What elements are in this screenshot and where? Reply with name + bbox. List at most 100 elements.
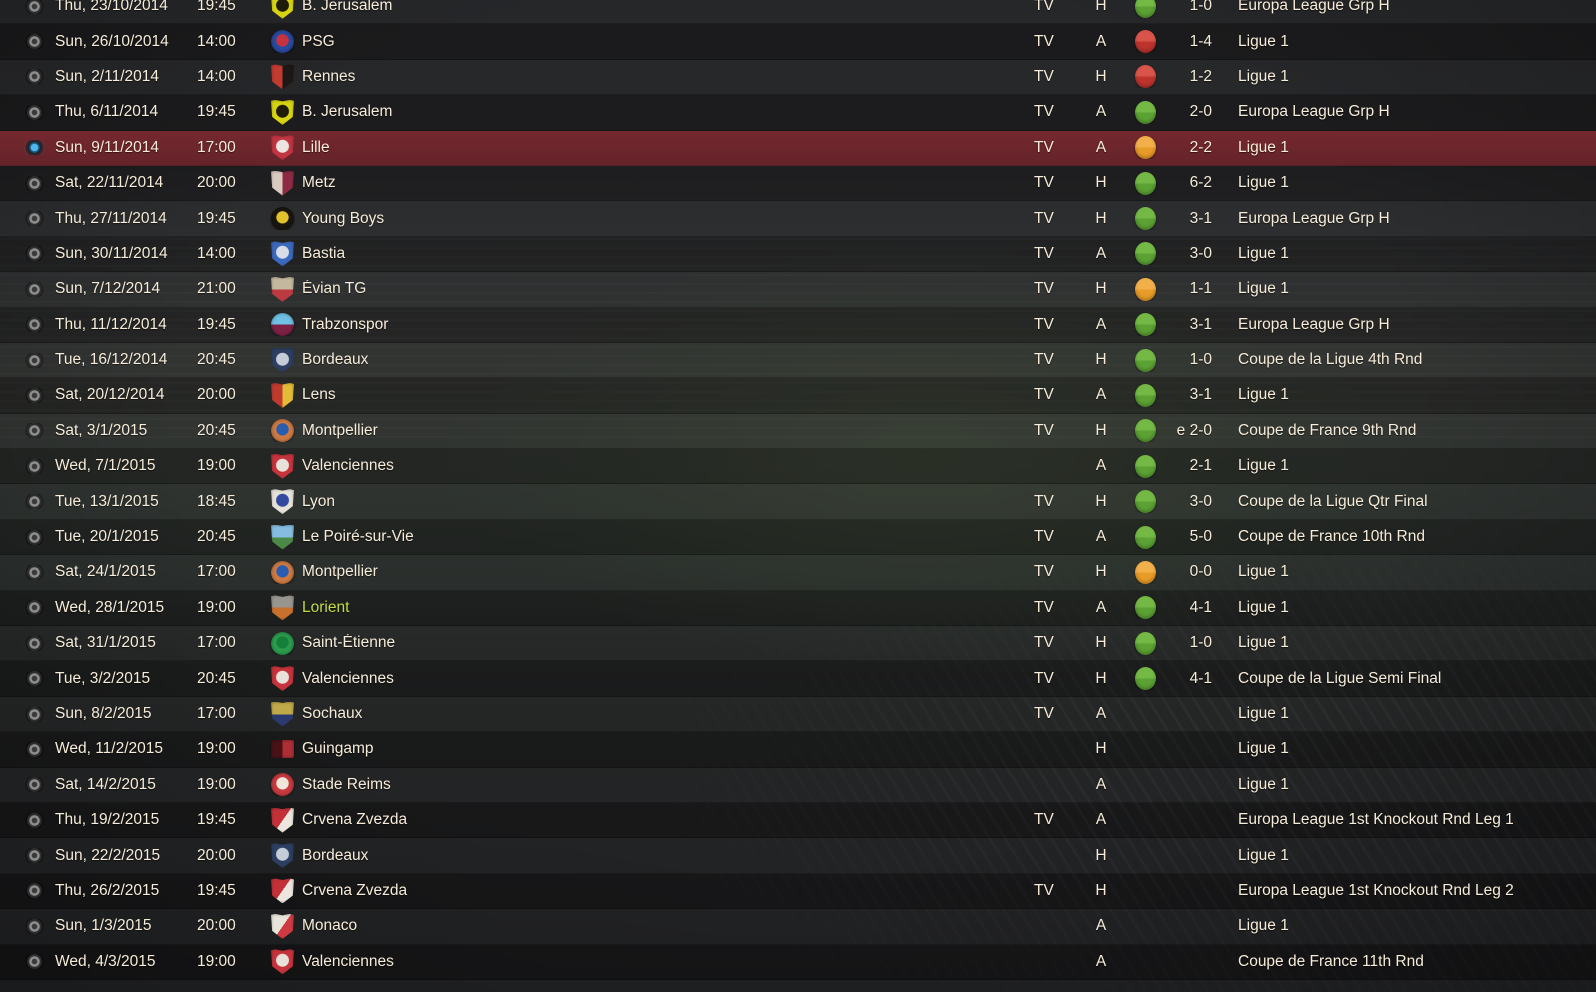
fixture-row[interactable]: Sat, 22/11/2014 20:00 Metz TV H 6-2 Ligu… bbox=[0, 165, 1596, 202]
score: 4-1 bbox=[1189, 669, 1212, 687]
team-badge-icon bbox=[271, 30, 294, 54]
fixture-radio-icon bbox=[27, 954, 42, 970]
fixture-row[interactable]: Sun, 1/3/2015 20:00 Monaco A Ligue 1 bbox=[0, 909, 1596, 945]
fixture-date: Thu, 19/2/2015 bbox=[55, 811, 160, 829]
fixture-radio-icon bbox=[27, 494, 42, 510]
fixture-radio-icon bbox=[27, 777, 42, 793]
fixture-row[interactable]: Thu, 6/11/2014 19:45 B. Jerusalem TV A 2… bbox=[0, 95, 1596, 131]
fixture-time: 19:45 bbox=[197, 209, 236, 227]
fixture-radio-icon bbox=[27, 564, 42, 580]
result-icon-win bbox=[1134, 100, 1156, 124]
fixture-row[interactable]: Sun, 2/11/2014 14:00 Rennes TV H 1-2 Lig… bbox=[0, 59, 1596, 96]
result-icon-loss bbox=[1134, 30, 1156, 54]
fixture-date: Wed, 28/1/2015 bbox=[55, 598, 165, 616]
fixture-row[interactable]: Tue, 3/2/2015 20:45 Valenciennes TV H 4-… bbox=[0, 661, 1596, 697]
fixture-row[interactable]: Thu, 26/2/2015 19:45 Crvena Zvezda TV H … bbox=[0, 873, 1596, 910]
team-badge-icon bbox=[271, 773, 294, 797]
result-icon-win bbox=[1134, 596, 1156, 620]
team-badge-icon bbox=[271, 0, 294, 19]
fixture-row[interactable]: Sat, 3/1/2015 20:45 Montpellier TV H e 2… bbox=[0, 413, 1596, 450]
fixture-row[interactable]: Sun, 7/12/2014 21:00 Évian TG TV H 1-1 L… bbox=[0, 272, 1596, 308]
fixture-time: 20:00 bbox=[197, 917, 236, 935]
fixture-row[interactable]: Tue, 16/12/2014 20:45 Bordeaux TV H 1-0 … bbox=[0, 342, 1596, 379]
fixture-row[interactable]: Sun, 8/2/2015 17:00 Sochaux TV A Ligue 1 bbox=[0, 696, 1596, 733]
venue-indicator: H bbox=[1095, 0, 1107, 15]
result-icon-win bbox=[1134, 525, 1156, 549]
fixture-row[interactable]: Wed, 11/2/2015 19:00 Guingamp H Ligue 1 bbox=[0, 732, 1596, 768]
fixture-row[interactable]: Thu, 23/10/2014 19:45 B. Jerusalem TV H … bbox=[0, 0, 1596, 25]
fixture-radio-icon bbox=[27, 317, 42, 333]
fixture-row[interactable]: Wed, 28/1/2015 19:00 Lorient TV A 4-1 Li… bbox=[0, 590, 1596, 627]
fixture-time: 19:00 bbox=[197, 775, 236, 793]
competition: Ligue 1 bbox=[1238, 563, 1289, 581]
fixture-row[interactable]: Thu, 11/12/2014 19:45 Trabzonspor TV A 3… bbox=[0, 307, 1596, 343]
venue-indicator: A bbox=[1095, 457, 1107, 475]
team-badge-icon bbox=[271, 913, 294, 939]
fixture-date: Sun, 22/2/2015 bbox=[55, 846, 161, 864]
opponent-name: Bastia bbox=[302, 244, 346, 262]
venue-indicator: H bbox=[1095, 67, 1107, 85]
fixture-row[interactable]: Sun, 22/2/2015 20:00 Bordeaux H Ligue 1 bbox=[0, 838, 1596, 874]
fixture-row-partial[interactable] bbox=[0, 979, 1596, 992]
opponent-name: Monaco bbox=[302, 917, 358, 935]
fixture-time: 20:45 bbox=[197, 528, 236, 546]
team-badge-icon bbox=[271, 241, 294, 267]
fixture-row[interactable]: Thu, 19/2/2015 19:45 Crvena Zvezda TV A … bbox=[0, 802, 1596, 839]
fixture-time: 17:00 bbox=[197, 634, 236, 652]
fixture-time: 19:45 bbox=[197, 811, 236, 829]
fixture-time: 17:00 bbox=[197, 705, 236, 722]
fixture-row[interactable]: Sat, 14/2/2015 19:00 Stade Reims A Ligue… bbox=[0, 767, 1596, 803]
fixture-radio-icon bbox=[27, 352, 42, 368]
fixture-row[interactable]: Sun, 9/11/2014 17:00 Lille TV A 2-2 Ligu… bbox=[0, 130, 1596, 166]
team-badge-icon bbox=[271, 99, 294, 125]
venue-indicator: A bbox=[1095, 598, 1107, 616]
tv-indicator: TV bbox=[1034, 244, 1054, 262]
opponent-name: Trabzonspor bbox=[302, 315, 389, 333]
opponent-name: Crvena Zvezda bbox=[302, 811, 408, 829]
result-icon-win bbox=[1134, 419, 1156, 443]
tv-indicator: TV bbox=[1034, 67, 1054, 85]
fixture-row[interactable]: Tue, 13/1/2015 18:45 Lyon TV H 3-0 Coupe… bbox=[0, 484, 1596, 520]
score: 5-0 bbox=[1189, 528, 1212, 546]
tv-indicator: TV bbox=[1034, 32, 1054, 50]
fixture-date: Sun, 8/2/2015 bbox=[55, 705, 152, 722]
opponent-name: Metz bbox=[302, 174, 336, 192]
fixture-row[interactable]: Wed, 4/3/2015 19:00 Valenciennes A Coupe… bbox=[0, 944, 1596, 980]
fixture-row[interactable]: Sat, 24/1/2015 17:00 Montpellier TV H 0-… bbox=[0, 555, 1596, 591]
fixture-row[interactable]: Sun, 26/10/2014 14:00 PSG TV A 1-4 Ligue… bbox=[0, 24, 1596, 60]
fixture-row[interactable]: Tue, 20/1/2015 20:45 Le Poiré-sur-Vie TV… bbox=[0, 519, 1596, 556]
score: 1-4 bbox=[1189, 32, 1212, 50]
tv-indicator: TV bbox=[1034, 563, 1054, 581]
result-icon-win bbox=[1134, 171, 1156, 195]
competition: Ligue 1 bbox=[1238, 32, 1289, 50]
fixture-row[interactable]: Sat, 31/1/2015 17:00 Saint-Étienne TV H … bbox=[0, 626, 1596, 662]
team-badge-icon bbox=[271, 207, 294, 231]
fixture-time: 20:00 bbox=[197, 386, 236, 404]
fixture-radio-icon bbox=[27, 458, 42, 474]
team-badge-icon bbox=[271, 276, 294, 302]
fixture-time: 21:00 bbox=[197, 280, 236, 298]
fixture-radio-icon bbox=[27, 175, 42, 191]
fixture-row[interactable]: Wed, 7/1/2015 19:00 Valenciennes A 2-1 L… bbox=[0, 449, 1596, 485]
opponent-name: Bordeaux bbox=[302, 351, 369, 369]
fixture-date: Thu, 27/11/2014 bbox=[55, 209, 167, 227]
fixture-date: Sun, 30/11/2014 bbox=[55, 244, 168, 262]
tv-indicator: TV bbox=[1034, 103, 1054, 121]
fixture-time: 17:00 bbox=[197, 563, 236, 581]
opponent-name: Guingamp bbox=[302, 740, 374, 758]
tv-indicator: TV bbox=[1034, 351, 1054, 369]
competition: Ligue 1 bbox=[1238, 846, 1289, 864]
result-icon-win bbox=[1134, 0, 1156, 18]
tv-indicator: TV bbox=[1034, 174, 1054, 192]
fixture-date: Tue, 13/1/2015 bbox=[55, 492, 159, 510]
venue-indicator: A bbox=[1095, 386, 1107, 404]
competition: Europa League Grp H bbox=[1238, 0, 1390, 15]
fixture-row[interactable]: Sat, 20/12/2014 20:00 Lens TV A 3-1 Ligu… bbox=[0, 378, 1596, 414]
venue-indicator: A bbox=[1095, 528, 1107, 546]
fixture-date: Sat, 31/1/2015 bbox=[55, 634, 156, 652]
fixture-row[interactable]: Thu, 27/11/2014 19:45 Young Boys TV H 3-… bbox=[0, 201, 1596, 237]
fixture-radio-icon bbox=[27, 600, 42, 616]
fixture-row[interactable]: Sun, 30/11/2014 14:00 Bastia TV A 3-0 Li… bbox=[0, 236, 1596, 273]
fixture-radio-icon bbox=[27, 0, 42, 14]
team-badge-icon bbox=[271, 313, 294, 337]
